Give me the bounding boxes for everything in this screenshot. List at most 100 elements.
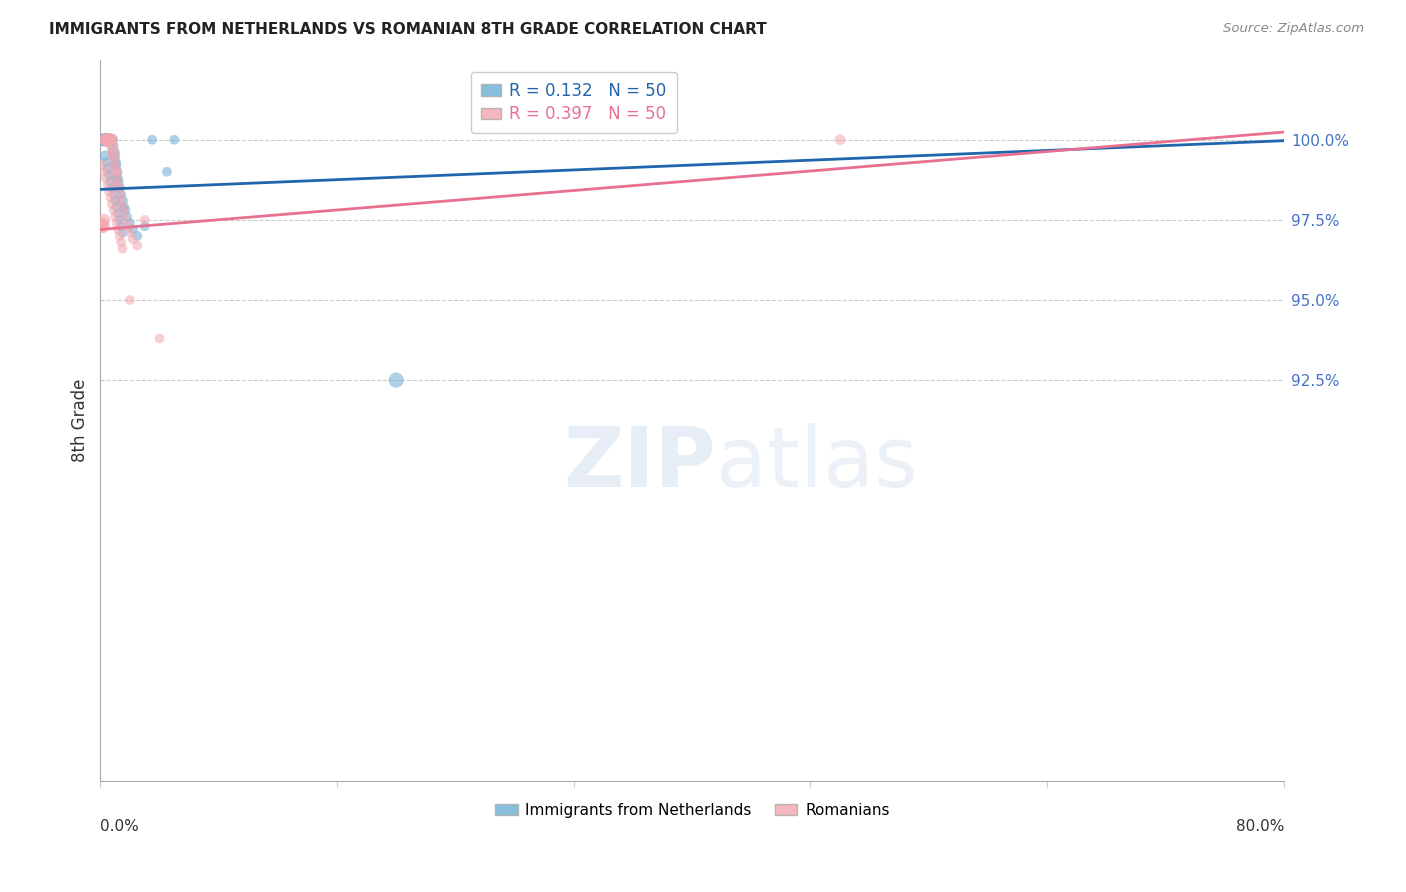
Point — [114, 203, 136, 218]
Point — [103, 155, 125, 169]
Point — [96, 133, 118, 147]
Point — [107, 174, 129, 188]
Point — [108, 212, 131, 227]
Point — [111, 242, 134, 256]
Point — [101, 181, 124, 195]
Point — [108, 228, 131, 243]
Point — [103, 187, 125, 202]
Point — [103, 149, 125, 163]
Point — [107, 181, 129, 195]
Point — [90, 133, 112, 147]
Point — [97, 133, 120, 147]
Point — [105, 171, 128, 186]
Point — [103, 149, 125, 163]
Point — [118, 226, 141, 240]
Point — [100, 133, 122, 147]
Point — [104, 165, 127, 179]
Point — [105, 178, 128, 192]
Point — [110, 235, 132, 250]
Point — [134, 219, 156, 234]
Point — [94, 133, 117, 147]
Point — [94, 133, 117, 147]
Point — [101, 145, 124, 160]
Point — [101, 197, 124, 211]
Point — [110, 187, 132, 202]
Point — [91, 133, 114, 147]
Point — [97, 178, 120, 192]
Point — [118, 216, 141, 230]
Point — [94, 165, 117, 179]
Point — [111, 194, 134, 208]
Point — [828, 133, 851, 147]
Point — [112, 206, 135, 220]
Point — [104, 194, 127, 208]
Point — [98, 133, 121, 147]
Text: 0.0%: 0.0% — [100, 819, 139, 834]
Point — [91, 219, 114, 234]
Point — [98, 133, 121, 147]
Point — [111, 226, 134, 240]
Point — [127, 238, 149, 252]
Point — [114, 212, 136, 227]
Point — [112, 200, 135, 214]
Point — [107, 222, 129, 236]
Point — [93, 133, 115, 147]
Point — [104, 158, 127, 172]
Y-axis label: 8th Grade: 8th Grade — [72, 378, 89, 462]
Point — [101, 133, 124, 147]
Point — [93, 212, 115, 227]
Point — [94, 133, 117, 147]
Point — [100, 133, 122, 147]
Legend: Immigrants from Netherlands, Romanians: Immigrants from Netherlands, Romanians — [488, 797, 896, 823]
Text: Source: ZipAtlas.com: Source: ZipAtlas.com — [1223, 22, 1364, 36]
Point — [98, 184, 121, 198]
Point — [105, 171, 128, 186]
Point — [96, 133, 118, 147]
Point — [98, 168, 121, 182]
Point — [97, 133, 120, 147]
Text: 80.0%: 80.0% — [1236, 819, 1284, 834]
Point — [104, 155, 127, 169]
Point — [101, 139, 124, 153]
Point — [96, 133, 118, 147]
Point — [103, 203, 125, 218]
Point — [118, 293, 141, 307]
Point — [100, 133, 122, 147]
Text: IMMIGRANTS FROM NETHERLANDS VS ROMANIAN 8TH GRADE CORRELATION CHART: IMMIGRANTS FROM NETHERLANDS VS ROMANIAN … — [49, 22, 766, 37]
Point — [94, 133, 117, 147]
Point — [104, 161, 127, 176]
Point — [115, 219, 138, 234]
Text: ZIP: ZIP — [564, 423, 716, 504]
Point — [96, 171, 118, 186]
Point — [108, 187, 131, 202]
Point — [97, 133, 120, 147]
Point — [385, 373, 408, 387]
Point — [100, 174, 122, 188]
Point — [141, 133, 163, 147]
Point — [122, 232, 145, 246]
Point — [91, 216, 114, 230]
Point — [91, 133, 114, 147]
Point — [104, 210, 127, 224]
Point — [107, 206, 129, 220]
Point — [108, 181, 131, 195]
Point — [101, 139, 124, 153]
Point — [163, 133, 186, 147]
Point — [105, 165, 128, 179]
Text: atlas: atlas — [716, 423, 918, 504]
Point — [100, 190, 122, 204]
Point — [127, 228, 149, 243]
Point — [103, 145, 125, 160]
Point — [115, 210, 138, 224]
Point — [97, 161, 120, 176]
Point — [97, 133, 120, 147]
Point — [98, 133, 121, 147]
Point — [122, 222, 145, 236]
Point — [156, 165, 179, 179]
Point — [110, 219, 132, 234]
Point — [134, 212, 156, 227]
Point — [96, 155, 118, 169]
Point — [148, 331, 170, 345]
Point — [105, 216, 128, 230]
Point — [110, 194, 132, 208]
